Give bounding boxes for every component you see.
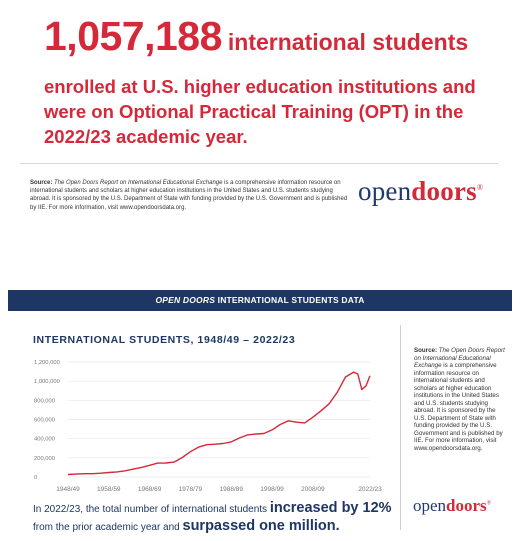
x-tick-label: 1988/89 — [219, 486, 243, 493]
statement-bold2: surpassed one million. — [182, 518, 340, 534]
source-note-top: Source: The Open Doors Report on Interna… — [30, 179, 348, 212]
vertical-divider — [400, 325, 401, 530]
y-tick-label: 1,200,000 — [34, 360, 60, 366]
banner-italic: OPEN DOORS — [155, 295, 216, 305]
x-tick-label: 1958/59 — [97, 486, 121, 493]
headline-text: enrolled at U.S. higher education instit… — [44, 76, 476, 147]
y-tick-label: 600,000 — [34, 418, 55, 424]
logo-reg: ® — [486, 500, 492, 507]
x-tick-label: 2008/09 — [301, 486, 325, 493]
chart-title: INTERNATIONAL STUDENTS, 1948/49 – 2022/2… — [33, 334, 296, 346]
headline: 1,057,188 international students enrolled… — [44, 12, 504, 149]
logo-open: open — [413, 496, 447, 515]
statement-bold1: increased by 12% — [269, 500, 392, 516]
data-banner: OPEN DOORS INTERNATIONAL STUDENTS DATA — [8, 290, 512, 311]
headline-number: 1,057,188 — [44, 13, 222, 59]
y-tick-label: 1,000,000 — [34, 379, 60, 385]
source-label: Source: — [30, 180, 53, 186]
source-note-side: Source: The Open Doors Report on Interna… — [414, 347, 506, 452]
logo-doors: doors — [446, 496, 487, 515]
y-tick-label: 200,000 — [34, 456, 55, 462]
x-tick-label: 1998/99 — [260, 486, 284, 493]
source-publication: The Open Doors Report on International E… — [54, 180, 223, 186]
statement-part1: In 2022/23, the total number of internat… — [33, 504, 270, 515]
source-text: is a comprehensive information resource … — [414, 362, 503, 452]
source-text: is a comprehensive information resource … — [30, 180, 348, 211]
divider — [20, 163, 498, 164]
banner-text: INTERNATIONAL STUDENTS DATA — [215, 295, 365, 305]
y-tick-label: 400,000 — [34, 437, 55, 443]
statement-part2: from the prior academic year and — [33, 522, 183, 533]
headline-first-line: 1,057,188 international students — [44, 12, 504, 70]
series-line — [67, 371, 371, 476]
x-tick-label: 1948/49 — [56, 486, 80, 493]
y-tick-label: 0 — [34, 475, 37, 481]
y-tick-label: 800,000 — [34, 398, 55, 404]
summary-statement: In 2022/23, the total number of internat… — [33, 500, 395, 536]
headline-number-suffix: international students — [227, 29, 469, 55]
opendoors-logo-small: opendoors® — [413, 496, 491, 516]
line-chart: 0 200,000 400,000 600,000 800,000 1,000,000 1,… — [34, 360, 382, 493]
logo-reg: ® — [476, 183, 484, 192]
opendoors-logo: opendoors® — [358, 176, 483, 207]
source-label: Source: — [414, 347, 438, 354]
logo-open: open — [358, 176, 412, 206]
x-tick-label: 1978/79 — [179, 486, 203, 493]
logo-doors: doors — [411, 176, 477, 206]
x-tick-label: 2022/23 — [358, 486, 382, 493]
x-tick-label: 1968/69 — [138, 486, 162, 493]
source-publication: The Open Doors Report on International E… — [414, 347, 505, 369]
